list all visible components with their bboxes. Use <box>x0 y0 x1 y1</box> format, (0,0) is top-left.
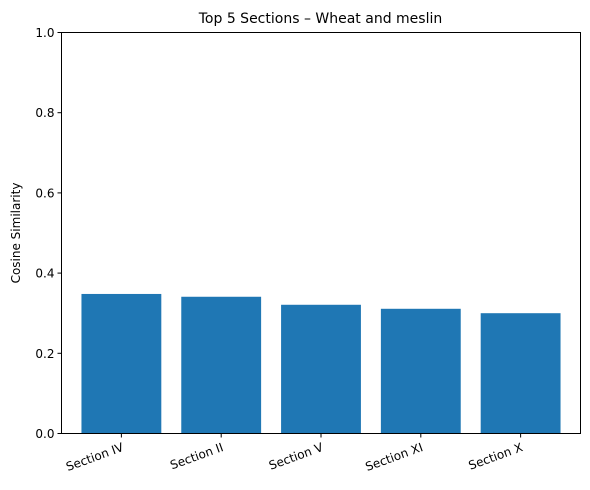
bar-section-ii <box>181 296 262 434</box>
x-tick-label: Section V <box>267 440 326 473</box>
y-tick-label: 0.0 <box>35 427 54 441</box>
bar-section-xi <box>380 308 461 434</box>
y-axis: 0.0 0.2 0.4 0.6 0.8 1.0 <box>35 26 62 441</box>
chart-title: Top 5 Sections – Wheat and meslin <box>198 11 442 27</box>
y-tick-label: 0.2 <box>35 347 54 361</box>
y-tick-label: 0.6 <box>35 186 54 200</box>
bar-section-x <box>480 313 561 434</box>
y-axis-label: Cosine Similarity <box>9 183 23 284</box>
bar-section-v <box>281 304 361 434</box>
x-tick-label: Section X <box>467 440 525 473</box>
y-tick-label: 1.0 <box>35 26 54 40</box>
x-tick-label: Section XI <box>364 440 425 474</box>
bar-section-iv <box>81 293 162 434</box>
x-axis: Section IV Section II Section V Section XI S… <box>64 433 525 474</box>
x-tick-label: Section II <box>168 440 225 472</box>
y-tick-label: 0.4 <box>35 267 54 281</box>
y-tick-label: 0.8 <box>35 106 54 120</box>
plot-frame <box>61 32 581 434</box>
x-tick-label: Section IV <box>64 440 126 474</box>
bars <box>81 293 561 434</box>
